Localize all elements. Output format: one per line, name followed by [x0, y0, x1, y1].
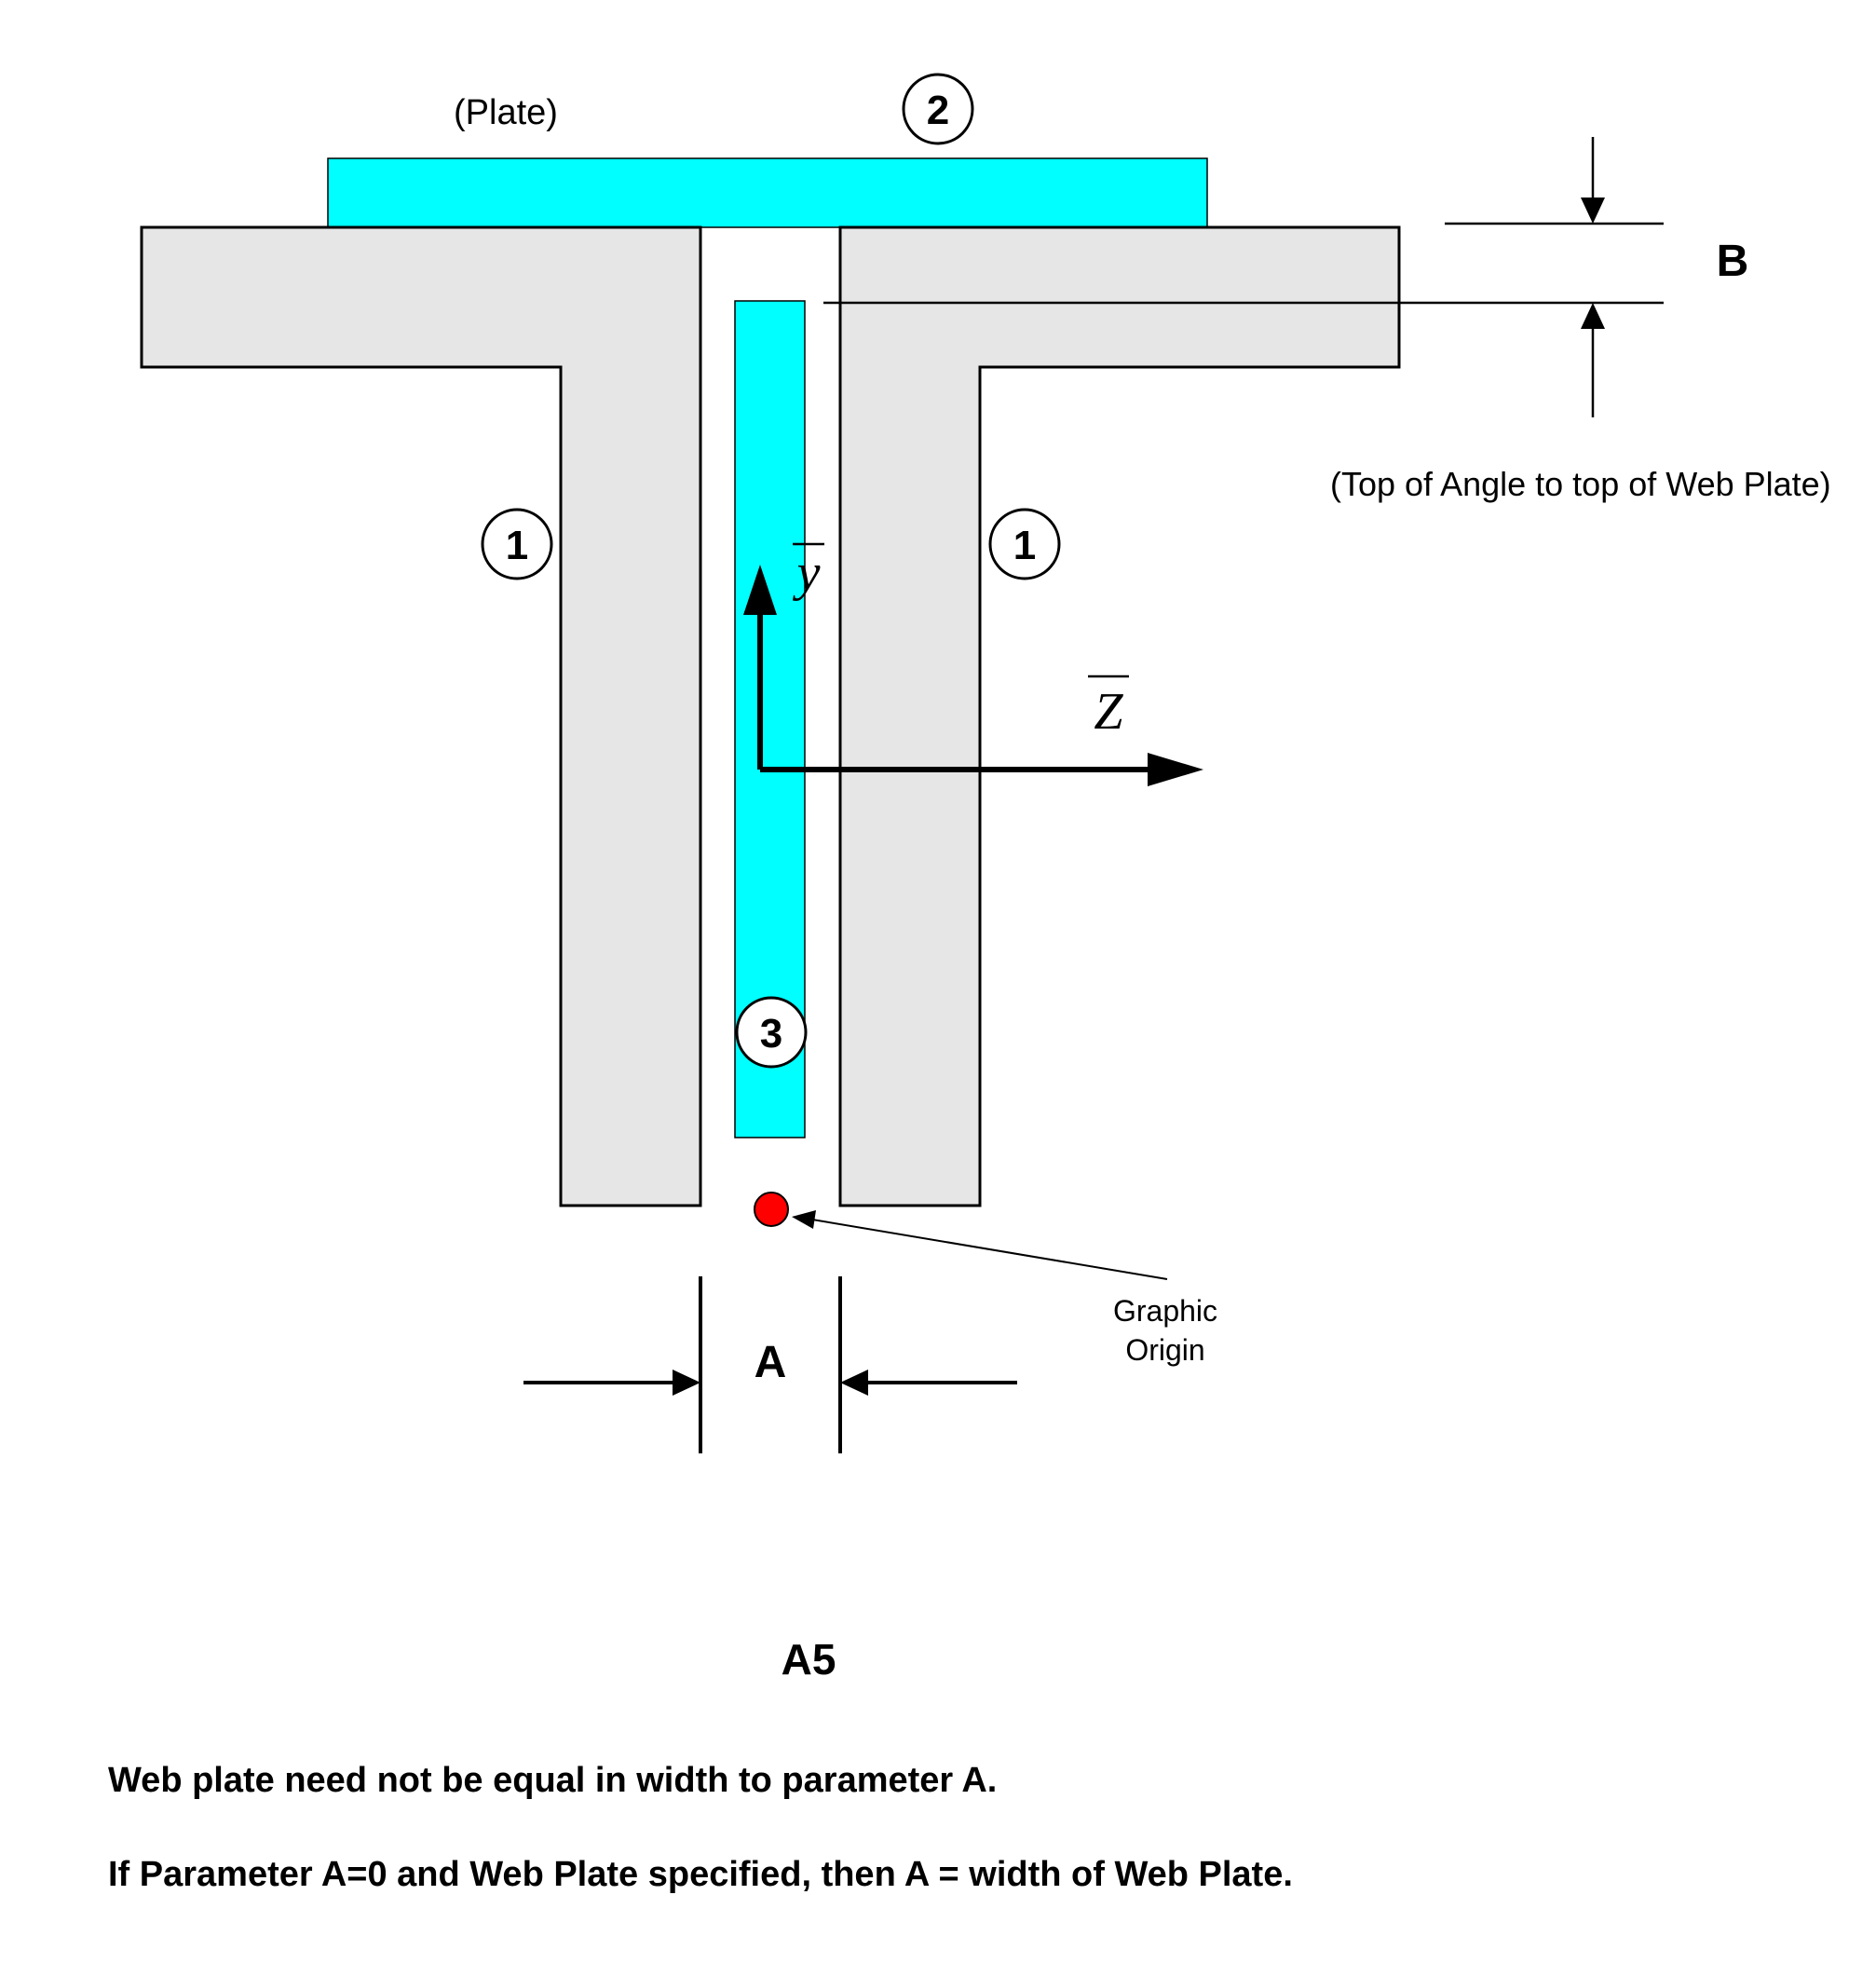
- plate-label: (Plate): [454, 93, 558, 132]
- graphic-origin-label-line2: Origin: [1125, 1333, 1204, 1367]
- dimension-b-note: (Top of Angle to top of Web Plate): [1330, 465, 1831, 503]
- dimension-a: [523, 1276, 1017, 1453]
- dimension-b: [823, 137, 1664, 417]
- section-title: A5: [782, 1635, 836, 1684]
- z-axis-arrowhead: [1148, 753, 1203, 786]
- top-plate: [327, 157, 1208, 228]
- right-angle: [838, 225, 1401, 1207]
- y-axis-label: y: [793, 544, 821, 602]
- note-parameter-a-zero: If Parameter A=0 and Web Plate specified…: [108, 1855, 1293, 1894]
- callout-angle-left-number: 1: [506, 523, 528, 568]
- dimension-b-label: B: [1717, 237, 1749, 286]
- left-angle: [140, 225, 702, 1207]
- callout-angle-left: 1: [481, 508, 553, 580]
- coordinate-axes: [743, 565, 1203, 786]
- graphic-origin-marker: [754, 1192, 789, 1227]
- callout-top-plate-number: 2: [927, 88, 949, 133]
- callout-web-plate: 3: [735, 996, 808, 1069]
- callout-web-plate-number: 3: [760, 1011, 782, 1056]
- callout-angle-right-number: 1: [1013, 523, 1036, 568]
- z-axis-label: Z: [1094, 683, 1123, 741]
- callout-top-plate: 2: [902, 73, 974, 145]
- graphic-origin-leader: [811, 1219, 1168, 1280]
- note-web-plate-width: Web plate need not be equal in width to …: [108, 1761, 998, 1800]
- dimension-a-label: A: [754, 1338, 787, 1387]
- y-axis-arrowhead: [743, 565, 777, 615]
- graphic-origin-label-line1: Graphic: [1113, 1294, 1217, 1328]
- graphic-origin-leader-arrowhead: [792, 1210, 816, 1229]
- callout-angle-right: 1: [988, 508, 1061, 580]
